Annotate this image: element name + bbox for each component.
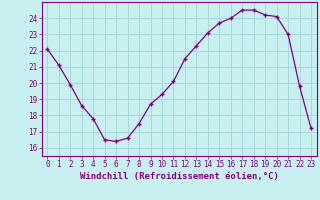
- X-axis label: Windchill (Refroidissement éolien,°C): Windchill (Refroidissement éolien,°C): [80, 172, 279, 181]
